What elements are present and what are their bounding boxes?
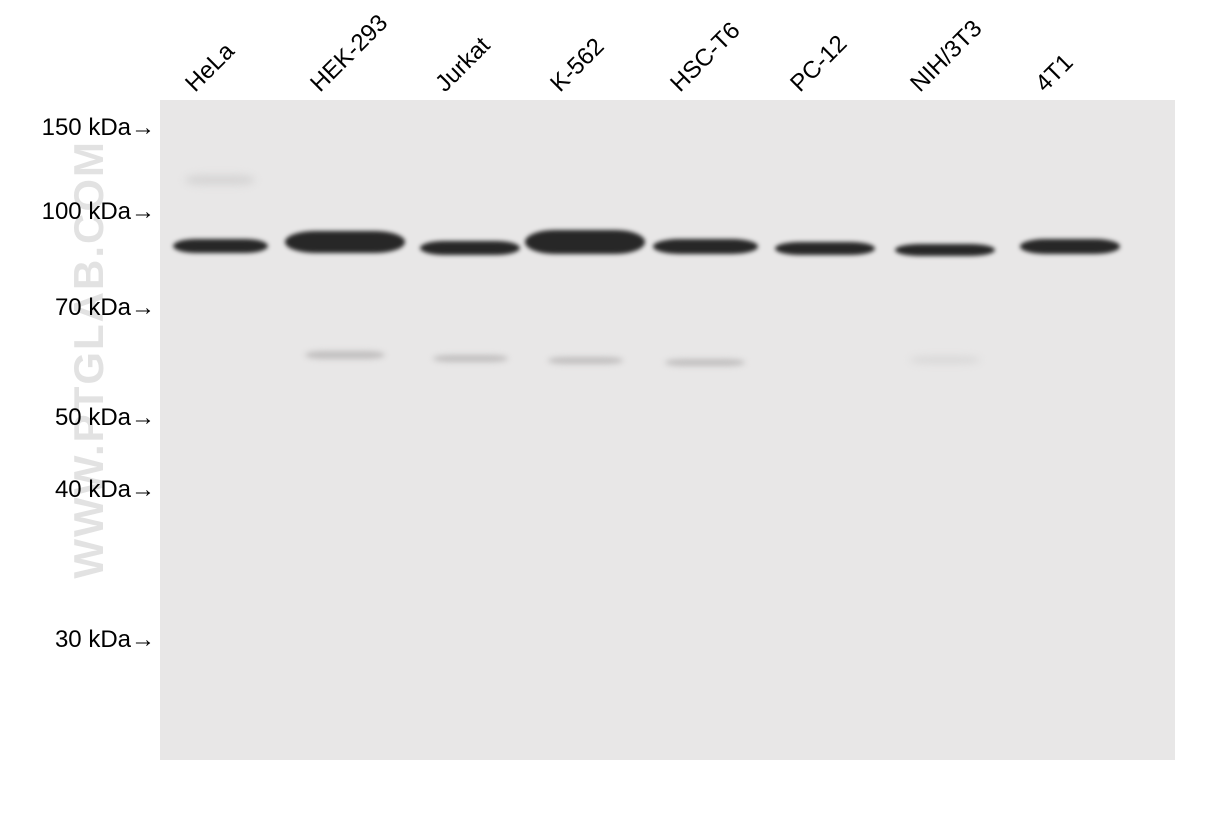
lane-label: K-562 xyxy=(545,33,610,98)
band xyxy=(548,357,623,364)
band xyxy=(1020,239,1120,254)
lane-label: 4T1 xyxy=(1030,49,1079,98)
band xyxy=(173,239,268,253)
lane-label: HEK-293 xyxy=(305,9,394,98)
band xyxy=(910,357,980,363)
marker-label: 50 kDa→ xyxy=(55,404,155,432)
band xyxy=(653,239,758,254)
marker-label: 100 kDa→ xyxy=(42,198,155,226)
band xyxy=(525,230,645,254)
marker-label: 30 kDa→ xyxy=(55,626,155,654)
blot-background xyxy=(160,100,1175,760)
lane-label: HSC-T6 xyxy=(665,17,746,98)
marker-label: 150 kDa→ xyxy=(42,114,155,142)
band xyxy=(895,244,995,256)
band xyxy=(185,175,255,185)
band xyxy=(433,355,508,362)
lane-label: HeLa xyxy=(180,38,240,98)
western-blot-figure: WWW.PTGLAB.COM HeLa HEK-293 Jurkat K-562… xyxy=(0,0,1215,830)
band xyxy=(285,231,405,253)
lane-label: PC-12 xyxy=(785,30,853,98)
band xyxy=(420,241,520,255)
band xyxy=(305,351,385,359)
marker-label: 40 kDa→ xyxy=(55,476,155,504)
lane-label: Jurkat xyxy=(430,32,496,98)
marker-label: 70 kDa→ xyxy=(55,294,155,322)
band xyxy=(665,359,745,366)
lane-label: NIH/3T3 xyxy=(905,15,988,98)
band xyxy=(775,242,875,255)
